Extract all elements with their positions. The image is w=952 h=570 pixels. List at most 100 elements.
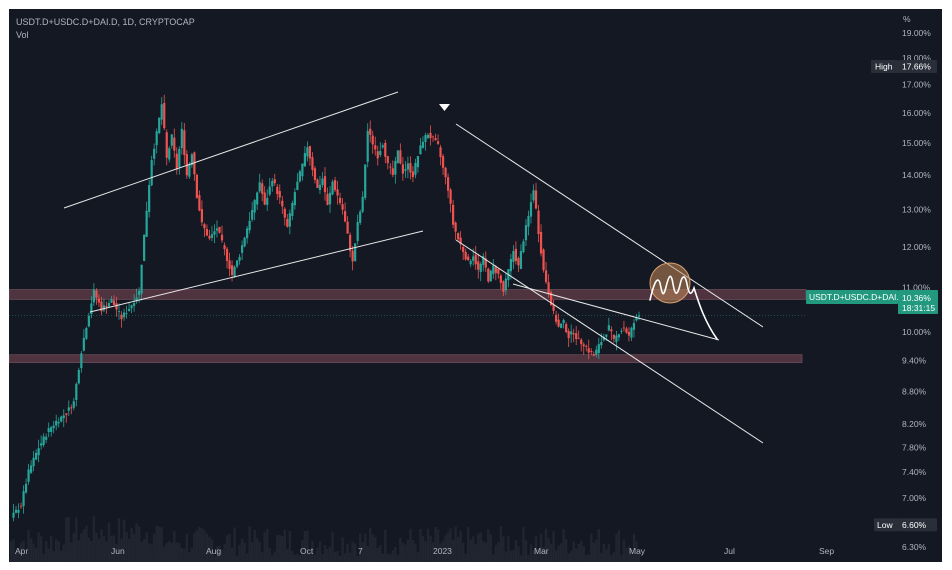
candle[interactable]: [158, 117, 161, 135]
candle[interactable]: [462, 245, 465, 260]
candle[interactable]: [364, 164, 367, 201]
candle[interactable]: [625, 326, 628, 334]
candle[interactable]: [376, 145, 379, 166]
candle[interactable]: [50, 425, 53, 437]
candle[interactable]: [180, 121, 183, 155]
candle[interactable]: [414, 158, 417, 179]
candle[interactable]: [288, 209, 291, 235]
down-channel-upper-line[interactable]: [455, 123, 764, 328]
candle[interactable]: [281, 196, 284, 214]
candle[interactable]: [401, 157, 404, 181]
top-marker-icon[interactable]: [439, 104, 450, 111]
candle[interactable]: [253, 199, 256, 221]
candle[interactable]: [276, 184, 279, 201]
candle[interactable]: [213, 224, 216, 244]
candle[interactable]: [70, 404, 73, 415]
candle[interactable]: [313, 166, 317, 184]
candle[interactable]: [386, 155, 389, 170]
candle[interactable]: [449, 187, 452, 213]
candle[interactable]: [587, 339, 590, 360]
candle[interactable]: [215, 220, 219, 238]
candle[interactable]: [431, 135, 435, 142]
candle[interactable]: [416, 155, 420, 173]
candle[interactable]: [494, 264, 497, 281]
candle[interactable]: [552, 299, 555, 315]
candle[interactable]: [321, 171, 324, 188]
candle[interactable]: [238, 253, 241, 265]
candle[interactable]: [210, 226, 214, 242]
candle[interactable]: [379, 142, 382, 158]
candle[interactable]: [82, 329, 85, 352]
candle[interactable]: [371, 130, 374, 154]
candle[interactable]: [90, 295, 93, 319]
candle[interactable]: [565, 322, 568, 334]
candle[interactable]: [532, 184, 535, 203]
candle[interactable]: [286, 214, 289, 228]
candle[interactable]: [102, 298, 106, 313]
candle[interactable]: [351, 246, 354, 271]
candle[interactable]: [429, 125, 432, 146]
candle[interactable]: [107, 300, 111, 307]
candle[interactable]: [24, 478, 28, 494]
candle[interactable]: [246, 225, 249, 244]
candle[interactable]: [361, 191, 364, 214]
candle[interactable]: [336, 181, 339, 205]
candle[interactable]: [298, 169, 301, 183]
candle[interactable]: [507, 268, 510, 288]
candle[interactable]: [100, 296, 103, 316]
candle[interactable]: [168, 145, 171, 163]
candle[interactable]: [457, 232, 460, 241]
candle[interactable]: [502, 280, 505, 297]
candle[interactable]: [341, 198, 344, 215]
candle[interactable]: [263, 186, 266, 206]
candle[interactable]: [409, 156, 412, 180]
candle[interactable]: [426, 132, 430, 139]
candle[interactable]: [326, 187, 329, 206]
candle[interactable]: [193, 151, 196, 181]
candle[interactable]: [67, 400, 70, 417]
candle[interactable]: [77, 367, 80, 385]
candle[interactable]: [72, 397, 75, 411]
candle[interactable]: [308, 145, 312, 166]
candle[interactable]: [92, 283, 95, 306]
candle[interactable]: [617, 333, 621, 341]
candle[interactable]: [444, 166, 447, 185]
candle[interactable]: [32, 450, 35, 472]
candle[interactable]: [590, 348, 593, 356]
candle[interactable]: [220, 225, 224, 243]
candle[interactable]: [333, 176, 337, 192]
candle[interactable]: [95, 288, 98, 305]
candle[interactable]: [190, 152, 193, 168]
candle[interactable]: [499, 273, 502, 290]
projection-squiggle[interactable]: [649, 275, 718, 340]
candle[interactable]: [17, 503, 20, 519]
candle[interactable]: [399, 143, 402, 165]
candle[interactable]: [356, 214, 359, 245]
candle[interactable]: [328, 186, 332, 213]
candle[interactable]: [185, 150, 188, 179]
candle[interactable]: [560, 322, 563, 329]
candle[interactable]: [296, 173, 299, 191]
candle[interactable]: [42, 433, 45, 448]
support-zone[interactable]: [9, 354, 803, 364]
candle[interactable]: [303, 146, 307, 168]
candle[interactable]: [248, 212, 251, 234]
candle[interactable]: [366, 123, 369, 168]
candle[interactable]: [346, 216, 349, 234]
candle[interactable]: [170, 134, 173, 149]
candle[interactable]: [258, 173, 261, 193]
candle[interactable]: [459, 231, 462, 250]
candle[interactable]: [544, 261, 548, 284]
channel-upper-line[interactable]: [63, 91, 399, 209]
candle[interactable]: [233, 265, 236, 279]
candle[interactable]: [87, 312, 90, 328]
candle[interactable]: [627, 327, 631, 342]
candle[interactable]: [349, 232, 352, 258]
candle[interactable]: [155, 128, 158, 154]
candle[interactable]: [293, 188, 296, 210]
channel-lower-line[interactable]: [89, 230, 424, 313]
candle[interactable]: [203, 222, 206, 237]
volume-legend[interactable]: Vol: [16, 30, 29, 40]
candle[interactable]: [492, 259, 495, 279]
candle[interactable]: [542, 248, 545, 273]
